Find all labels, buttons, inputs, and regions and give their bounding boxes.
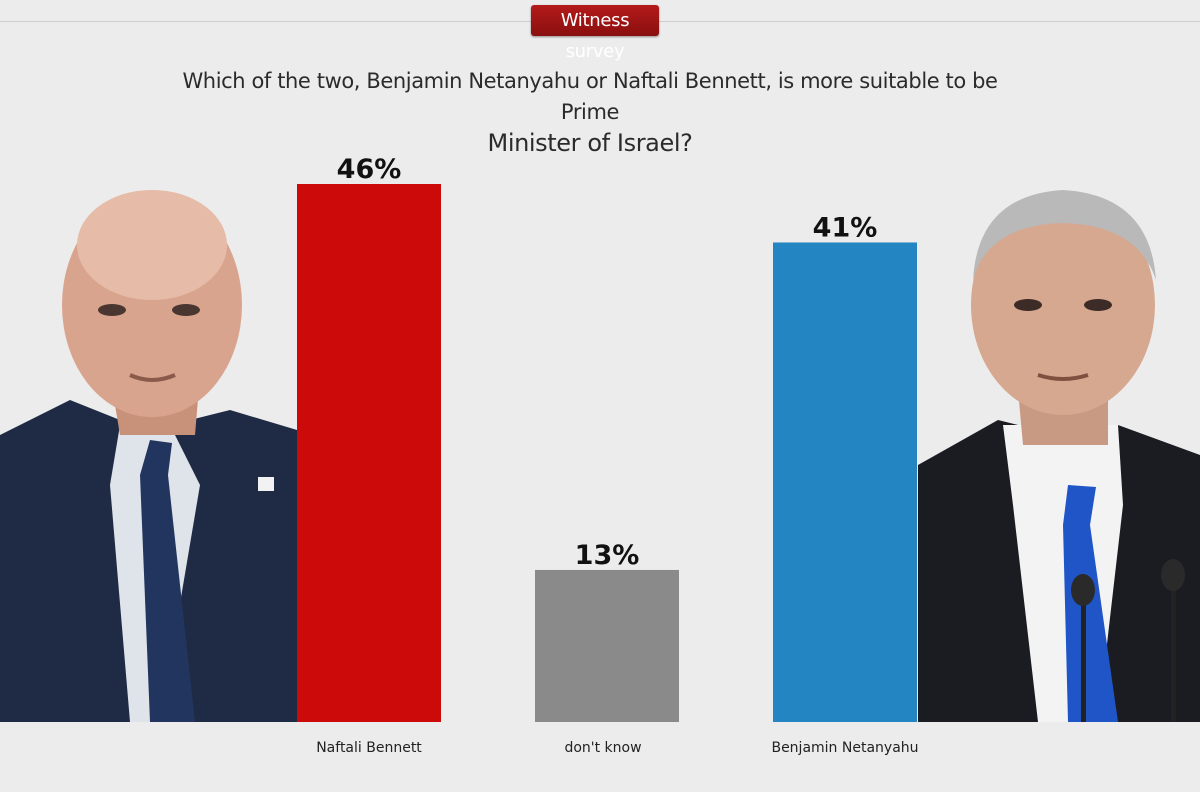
- data-label-don-t-know: 13%: [575, 540, 640, 571]
- category-label-don-t-know: don't know: [564, 740, 641, 756]
- data-label-naftali-bennett: 46%: [337, 154, 402, 185]
- survey-badge: Witness survey: [531, 5, 659, 62]
- portrait-netanyahu: [918, 185, 1200, 722]
- bar-naftali-bennett: [297, 184, 441, 722]
- chart-title: Which of the two, Benjamin Netanyahu or …: [170, 66, 1010, 159]
- category-label-benjamin-netanyahu: Benjamin Netanyahu: [771, 740, 918, 756]
- chart-title-line-2: Minister of Israel?: [487, 129, 693, 157]
- bar-don-t-know: [535, 569, 679, 722]
- category-label-naftali-bennett: Naftali Bennett: [316, 740, 422, 756]
- bar-benjamin-netanyahu: [773, 242, 917, 722]
- data-label-benjamin-netanyahu: 41%: [813, 212, 878, 243]
- chart-title-line-1: Which of the two, Benjamin Netanyahu or …: [182, 69, 998, 124]
- portrait-bennett: [0, 185, 297, 722]
